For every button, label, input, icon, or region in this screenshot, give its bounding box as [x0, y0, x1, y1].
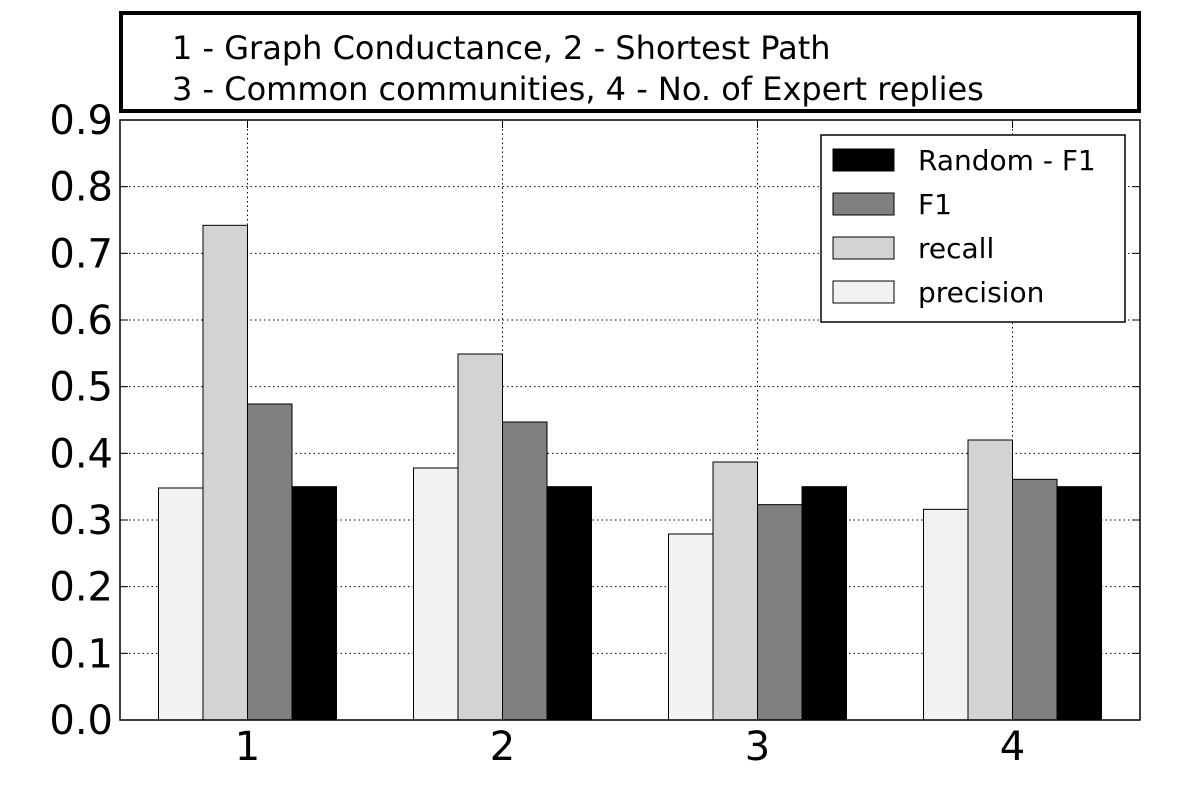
legend-label: precision	[918, 276, 1044, 309]
x-tick-label: 1	[235, 724, 260, 770]
x-tick-label: 2	[490, 724, 515, 770]
x-axis: 1 2 3 4	[235, 120, 1025, 770]
bar-recall-1	[202, 224, 248, 721]
x-tick-label: 3	[745, 724, 770, 770]
chart-title-line-1: 1 - Graph Conductance, 2 - Shortest Path	[172, 29, 831, 67]
y-tick-label: 0.8	[49, 165, 113, 211]
legend-swatch	[832, 192, 895, 216]
legend-label: Random - F1	[918, 144, 1096, 177]
plot-frame	[119, 119, 1141, 721]
y-tick-label: 0.3	[49, 498, 113, 544]
bar-precision-2	[413, 467, 459, 721]
grid-lines	[120, 120, 1140, 720]
bar-f1-2	[502, 421, 548, 721]
legend: Random - F1 F1 recall precision	[820, 134, 1126, 323]
chart-title-box: 1 - Graph Conductance, 2 - Shortest Path…	[119, 11, 1141, 113]
bar-f1-3	[757, 504, 803, 721]
bar-random-f1-1	[291, 486, 337, 721]
chart-title-line-2: 3 - Common communities, 4 - No. of Exper…	[172, 70, 984, 108]
y-tick-label: 0.1	[49, 631, 113, 677]
legend-swatch	[832, 236, 895, 260]
y-axis: 0.0 0.1 0.2 0.3 0.4 0.5 0.6 0.7 0.8 0.9	[49, 98, 1140, 744]
y-tick-label: 0.6	[49, 298, 113, 344]
legend-swatch	[832, 148, 895, 172]
y-tick-label: 0.4	[49, 431, 113, 477]
legend-label: recall	[918, 232, 994, 265]
bar-random-f1-3	[801, 486, 847, 721]
bar-f1-4	[1012, 478, 1058, 721]
bar-recall-4	[967, 439, 1013, 721]
bar-precision-1	[158, 487, 204, 721]
legend-swatch	[832, 280, 895, 304]
y-tick-label: 0.9	[49, 98, 113, 144]
bar-precision-4	[923, 508, 969, 721]
y-tick-label: 0.0	[49, 698, 113, 744]
title-frame	[119, 11, 1141, 113]
bar-random-f1-2	[546, 486, 592, 721]
bar-recall-3	[712, 461, 758, 721]
x-tick-label: 4	[1000, 724, 1025, 770]
y-tick-label: 0.7	[49, 231, 113, 277]
bars	[158, 224, 1102, 721]
bar-recall-2	[457, 353, 503, 721]
bar-random-f1-4	[1056, 486, 1102, 721]
y-tick-label: 0.2	[49, 565, 113, 611]
legend-label: F1	[918, 188, 952, 221]
bar-f1-1	[247, 403, 293, 721]
bar-precision-3	[668, 533, 714, 721]
y-tick-label: 0.5	[49, 365, 113, 411]
